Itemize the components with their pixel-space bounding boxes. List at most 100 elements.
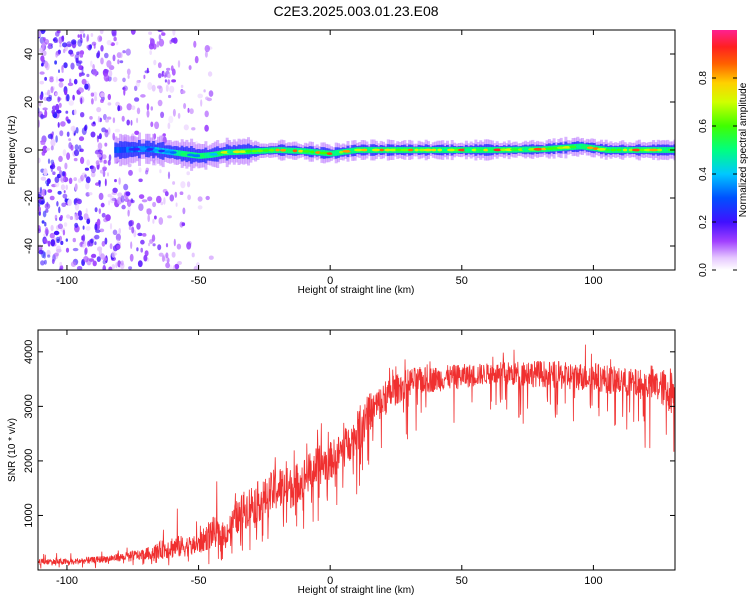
noise-blob <box>149 50 152 55</box>
colorbar-label: Normalized spectral amplitude <box>738 82 749 217</box>
y-tick-label: 3000 <box>23 394 35 418</box>
noise-blob <box>112 76 118 83</box>
ridge-peak <box>576 145 582 148</box>
noise-blob <box>55 245 62 254</box>
ridge-peak <box>408 148 414 152</box>
colorbar-tick-label: 0.0 <box>698 263 709 277</box>
noise-blob <box>94 234 100 240</box>
y-tick-label: 40 <box>23 48 35 60</box>
noise-blob <box>163 197 166 205</box>
noise-blob <box>106 116 112 120</box>
noise-blob <box>113 36 117 42</box>
noise-blob <box>40 141 46 145</box>
ridge-peak <box>209 153 219 156</box>
noise-blob <box>166 67 171 71</box>
noise-blob <box>78 72 82 77</box>
noise-blob <box>208 90 214 97</box>
noise-blob <box>86 218 91 225</box>
noise-blob <box>131 226 135 234</box>
noise-blob <box>147 196 153 202</box>
noise-blob <box>138 203 144 211</box>
noise-blob <box>104 129 109 133</box>
noise-blob <box>152 218 155 224</box>
noise-blob <box>125 48 131 56</box>
noise-blob <box>82 33 86 38</box>
noise-blob <box>203 89 206 93</box>
noise-blob <box>100 253 105 260</box>
x-tick-label: 50 <box>456 575 468 587</box>
noise-blob <box>140 239 145 245</box>
noise-blob <box>70 125 76 132</box>
noise-blob <box>68 138 71 142</box>
noise-blob <box>167 122 171 130</box>
noise-blob <box>41 62 44 67</box>
noise-blob <box>90 92 95 97</box>
ridge-peak <box>169 151 177 154</box>
noise-blob <box>204 110 209 118</box>
ridge-peak <box>596 148 607 151</box>
noise-blob <box>109 243 113 250</box>
noise-blob <box>53 230 60 236</box>
y-tick-label: 1000 <box>23 503 35 527</box>
noise-blob <box>207 71 213 77</box>
noise-blob <box>81 66 84 74</box>
noise-blob <box>47 158 51 164</box>
noise-blob <box>191 127 196 131</box>
ridge-peak <box>631 148 642 152</box>
ridge-peak <box>353 148 364 152</box>
noise-blob <box>38 157 41 164</box>
colorbar-tick-label: 0.8 <box>698 71 709 85</box>
noise-blob <box>171 68 176 76</box>
noise-blob <box>125 191 131 196</box>
ridge-peak <box>483 148 489 152</box>
noise-blob <box>205 195 210 201</box>
noise-blob <box>66 131 70 137</box>
noise-blob <box>74 213 77 221</box>
noise-blob <box>94 95 98 102</box>
colorbar-tick-label: 0.2 <box>698 215 709 229</box>
noise-blob <box>65 184 68 190</box>
snr-frame <box>37 329 676 571</box>
ridge-peak <box>649 148 659 152</box>
noise-blob <box>121 115 125 122</box>
noise-blob <box>48 42 51 50</box>
noise-blob <box>56 166 62 171</box>
noise-blob <box>68 49 74 55</box>
noise-blob <box>177 261 182 265</box>
noise-blob <box>119 52 123 59</box>
ridge-peak <box>384 148 392 152</box>
noise-blob <box>42 30 46 33</box>
noise-blob <box>84 247 88 255</box>
noise-blob <box>175 202 178 207</box>
noise-blob <box>135 79 140 88</box>
noise-blob <box>86 159 90 166</box>
noise-blob <box>123 88 126 96</box>
noise-blob <box>164 79 167 83</box>
noise-blob <box>39 94 43 101</box>
noise-blob <box>187 107 190 113</box>
noise-blob <box>50 145 54 151</box>
noise-blob <box>94 207 98 213</box>
noise-blob <box>90 171 96 178</box>
ridge-peak <box>302 150 311 153</box>
ridge-peak <box>533 147 543 151</box>
noise-blob <box>117 105 121 112</box>
ridge-peak <box>280 148 287 152</box>
ridge-peak <box>610 148 617 152</box>
noise-blob <box>107 102 112 106</box>
noise-blob <box>111 251 116 258</box>
noise-blob <box>114 128 121 133</box>
noise-blob <box>74 222 79 228</box>
noise-blob <box>98 133 102 140</box>
ridge-core <box>121 147 125 153</box>
noise-blob <box>104 237 108 245</box>
ridge-peak <box>199 154 205 158</box>
noise-blob <box>66 152 71 160</box>
noise-blob <box>83 213 89 221</box>
noise-blob <box>194 55 199 64</box>
ridge-peak <box>628 148 633 152</box>
noise-blob <box>148 242 151 247</box>
noise-blob <box>80 156 85 164</box>
noise-blob <box>138 167 142 173</box>
ridge-peak <box>146 148 155 151</box>
